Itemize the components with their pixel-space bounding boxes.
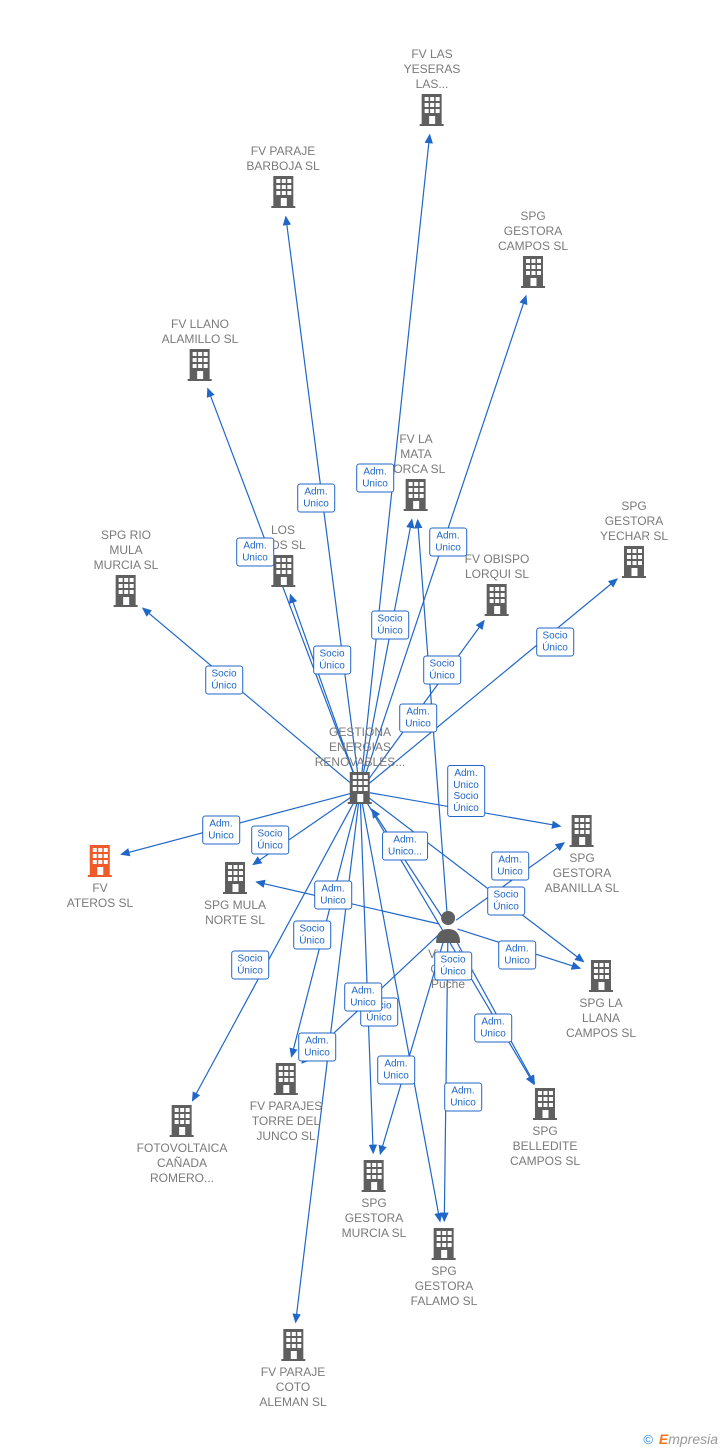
building-icon xyxy=(402,477,430,511)
node-fv_coto[interactable]: FV PARAJECOTOALEMAN SL xyxy=(259,1327,326,1410)
building-icon xyxy=(483,582,511,616)
building-icon xyxy=(112,573,140,607)
node-label: FV LAMATALORCA SL xyxy=(387,432,446,477)
edge-label: SocioÚnico xyxy=(423,656,461,685)
node-fv_ateros[interactable]: FVATEROS SL xyxy=(67,843,133,911)
edge-label: SocioÚnico xyxy=(251,826,289,855)
edge-label: Adm.Unico xyxy=(236,538,274,567)
node-label: SPGGESTORAABANILLA SL xyxy=(545,851,620,896)
edge-label: Adm.Unico xyxy=(377,1056,415,1085)
building-icon xyxy=(272,1061,300,1095)
node-fv_llano[interactable]: FV LLANOALAMILLO SL xyxy=(162,317,239,385)
building-icon xyxy=(186,347,214,381)
node-label: FOTOVOLTAICACAÑADAROMERO... xyxy=(137,1141,228,1186)
edge-label: Adm.Unico xyxy=(356,464,394,493)
edge-label: Adm.Unico xyxy=(298,1033,336,1062)
node-label: FV PARAJECOTOALEMAN SL xyxy=(259,1365,326,1410)
building-icon xyxy=(519,254,547,288)
node-spg_mula_n[interactable]: SPG MULANORTE SL xyxy=(204,860,266,928)
node-fv_yeseras[interactable]: FV LASYESERASLAS... xyxy=(404,47,461,130)
edge-label: Adm.Unico xyxy=(314,881,352,910)
edge-label: Adm.Unico xyxy=(474,1014,512,1043)
edge-label: Adm.Unico xyxy=(498,941,536,970)
node-label: SPGGESTORACAMPOS SL xyxy=(498,209,568,254)
edge-label: Adm.Unico xyxy=(344,983,382,1012)
node-label: SPGGESTORAMURCIA SL xyxy=(342,1196,407,1241)
edge-label: SocioÚnico xyxy=(371,611,409,640)
node-spg_campos[interactable]: SPGGESTORACAMPOS SL xyxy=(498,209,568,292)
edge-label: SocioÚnico xyxy=(487,887,525,916)
building-icon xyxy=(568,813,596,847)
node-label: FVATEROS SL xyxy=(67,881,133,911)
node-label: FV PARAJEBARBOJA SL xyxy=(246,144,319,174)
node-spg_murcia[interactable]: SPGGESTORAMURCIA SL xyxy=(342,1158,407,1241)
person-icon xyxy=(434,909,462,943)
edge-label: SocioÚnico xyxy=(434,952,472,981)
building-icon xyxy=(221,860,249,894)
edge-label: SocioÚnico xyxy=(536,628,574,657)
node-label: SPG LALLANACAMPOS SL xyxy=(566,996,636,1041)
node-center[interactable]: GESTIONAENERGIASRENOVABLES... xyxy=(315,725,405,808)
building-icon xyxy=(269,174,297,208)
building-icon xyxy=(587,958,615,992)
node-label: FV OBISPOLORQUI SL xyxy=(465,552,530,582)
edge-label: SocioÚnico xyxy=(205,666,243,695)
node-fv_barboja[interactable]: FV PARAJEBARBOJA SL xyxy=(246,144,319,212)
node-fv_mata[interactable]: FV LAMATALORCA SL xyxy=(387,432,446,515)
building-icon xyxy=(168,1103,196,1137)
building-icon xyxy=(620,544,648,578)
building-icon xyxy=(279,1327,307,1361)
building-icon xyxy=(346,770,374,804)
node-label: FV LLANOALAMILLO SL xyxy=(162,317,239,347)
node-spg_belledite[interactable]: SPGBELLEDITECAMPOS SL xyxy=(510,1086,580,1169)
edge-label: Adm.Unico xyxy=(444,1083,482,1112)
edge-label: Adm.Unico xyxy=(202,816,240,845)
node-spg_rio[interactable]: SPG RIOMULAMURCIA SL xyxy=(94,528,159,611)
node-label: SPGGESTORAFALAMO SL xyxy=(411,1264,478,1309)
node-fv_torre[interactable]: FV PARAJESTORRE DELJUNCO SL xyxy=(250,1061,322,1144)
copyright-symbol: © xyxy=(643,1432,653,1447)
edge-label: Adm.Unico xyxy=(399,704,437,733)
building-icon xyxy=(418,92,446,126)
node-label: FV LASYESERASLAS... xyxy=(404,47,461,92)
edge-label: Adm.Unico xyxy=(491,852,529,881)
building-icon xyxy=(430,1226,458,1260)
brand-first-letter: E xyxy=(659,1431,668,1447)
node-label: SPGGESTORAYECHAR SL xyxy=(600,499,668,544)
edge-label: Adm.UnicoSocioÚnico xyxy=(447,765,485,817)
node-label: GESTIONAENERGIASRENOVABLES... xyxy=(315,725,405,770)
edge-label: Adm.Unico xyxy=(429,528,467,557)
edge-label: SocioÚnico xyxy=(293,921,331,950)
node-fv_obispo[interactable]: FV OBISPOLORQUI SL xyxy=(465,552,530,620)
building-icon xyxy=(360,1158,388,1192)
node-label: SPG MULANORTE SL xyxy=(204,898,266,928)
node-spg_llana[interactable]: SPG LALLANACAMPOS SL xyxy=(566,958,636,1041)
node-label: FV PARAJESTORRE DELJUNCO SL xyxy=(250,1099,322,1144)
node-spg_yechar[interactable]: SPGGESTORAYECHAR SL xyxy=(600,499,668,582)
building-icon xyxy=(86,843,114,877)
node-spg_abanilla[interactable]: SPGGESTORAABANILLA SL xyxy=(545,813,620,896)
node-spg_falamo[interactable]: SPGGESTORAFALAMO SL xyxy=(411,1226,478,1309)
node-foto_canada[interactable]: FOTOVOLTAICACAÑADAROMERO... xyxy=(137,1103,228,1186)
node-label: SPGBELLEDITECAMPOS SL xyxy=(510,1124,580,1169)
node-label: SPG RIOMULAMURCIA SL xyxy=(94,528,159,573)
edge-label: Adm.Unico... xyxy=(382,832,428,861)
edge-label: Adm.Unico xyxy=(297,484,335,513)
building-icon xyxy=(531,1086,559,1120)
edge-line xyxy=(372,809,443,917)
edge-label: SocioÚnico xyxy=(313,646,351,675)
watermark: © Empresia xyxy=(643,1431,718,1447)
brand-rest: mpresia xyxy=(668,1431,718,1447)
edge-label: SocioÚnico xyxy=(231,951,269,980)
